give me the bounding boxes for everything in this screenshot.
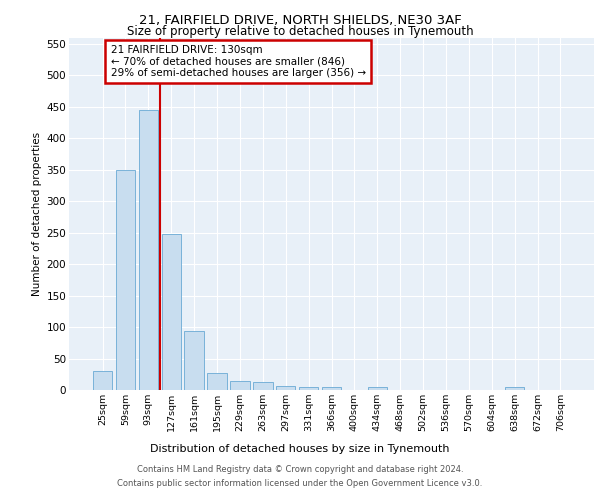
Text: Size of property relative to detached houses in Tynemouth: Size of property relative to detached ho… (127, 25, 473, 38)
Bar (505, 388, 524, 390)
Bar (368, 388, 387, 390)
Y-axis label: Number of detached properties: Number of detached properties (32, 132, 43, 296)
Bar (299, 387, 319, 390)
Text: 21 FAIRFIELD DRIVE: 130sqm
← 70% of detached houses are smaller (846)
29% of sem: 21 FAIRFIELD DRIVE: 130sqm ← 70% of deta… (110, 45, 366, 78)
Bar (161, 234, 181, 390)
Bar (230, 380, 250, 390)
Text: Contains HM Land Registry data © Crown copyright and database right 2024.
Contai: Contains HM Land Registry data © Crown c… (118, 466, 482, 487)
Bar (93, 371, 112, 390)
Text: Distribution of detached houses by size in Tynemouth: Distribution of detached houses by size … (150, 444, 450, 454)
Text: 21, FAIRFIELD DRIVE, NORTH SHIELDS, NE30 3AF: 21, FAIRFIELD DRIVE, NORTH SHIELDS, NE30… (139, 14, 461, 27)
Bar (139, 110, 158, 390)
Bar (208, 373, 227, 390)
Bar (322, 388, 341, 390)
Bar (253, 382, 272, 390)
Bar (184, 332, 204, 390)
Bar (276, 386, 295, 390)
Bar (116, 170, 135, 390)
